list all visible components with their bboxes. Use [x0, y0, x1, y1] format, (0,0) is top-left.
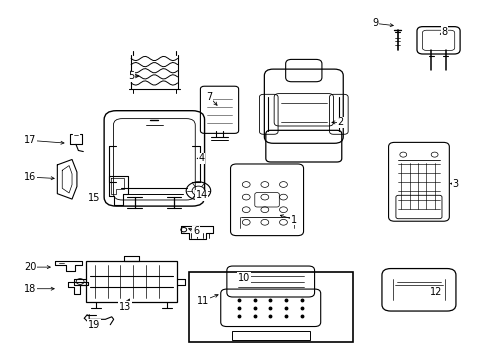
Text: 13: 13 [119, 302, 131, 312]
Text: 8: 8 [442, 27, 448, 37]
Text: 7: 7 [207, 92, 213, 102]
Text: 17: 17 [24, 135, 37, 145]
Text: 9: 9 [372, 18, 378, 28]
Text: 2: 2 [338, 117, 343, 127]
Bar [86, 261, 177, 302]
Text: 3: 3 [453, 179, 459, 189]
Text: 12: 12 [430, 287, 442, 297]
Text: 20: 20 [24, 262, 37, 272]
Bar [189, 272, 353, 342]
Text: 19: 19 [88, 320, 100, 330]
Text: 10: 10 [238, 273, 250, 283]
Bar [232, 331, 310, 340]
Text: 15: 15 [88, 193, 100, 203]
Text: 16: 16 [24, 172, 36, 182]
Text: 18: 18 [24, 284, 36, 294]
Text: 1: 1 [291, 215, 297, 225]
Text: 4: 4 [199, 153, 205, 163]
Text: 14: 14 [196, 190, 208, 200]
Text: 5: 5 [128, 71, 134, 81]
Text: 11: 11 [197, 296, 210, 306]
Text: 6: 6 [193, 226, 199, 236]
